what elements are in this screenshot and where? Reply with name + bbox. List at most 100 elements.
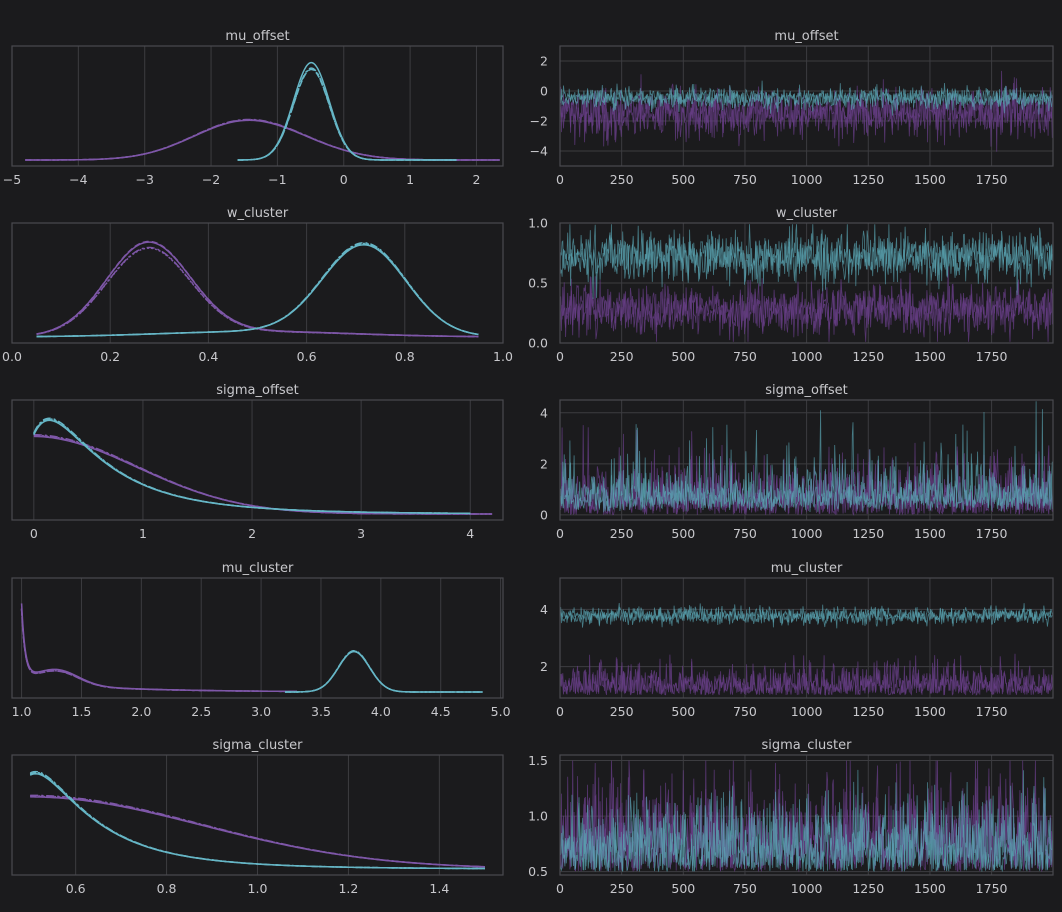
x-tick-label: 1.0 bbox=[12, 704, 32, 719]
x-tick-label: 1750 bbox=[976, 172, 1008, 187]
density-panel-0-frame bbox=[11, 45, 504, 167]
teal-density-line-chain-4 bbox=[33, 417, 471, 515]
trace-panel-4-frame bbox=[559, 754, 1054, 876]
teal-density-line-chain-4 bbox=[29, 770, 485, 870]
x-tick-label: 0.6 bbox=[66, 881, 86, 896]
teal-trace-line-chain-1 bbox=[559, 224, 1054, 300]
x-tick-label: 500 bbox=[671, 526, 695, 541]
x-tick-label: 1.0 bbox=[493, 349, 513, 364]
teal-density-line-chain-4 bbox=[285, 650, 483, 693]
purple-trace-line-chain-2 bbox=[559, 654, 1054, 696]
purple-density-line-chain-2 bbox=[25, 119, 500, 161]
purple-density-line-chain-1 bbox=[20, 603, 298, 693]
y-tick-label: 0 bbox=[540, 507, 548, 522]
y-tick-label: 2 bbox=[540, 54, 548, 69]
purple-density-line-chain-2 bbox=[33, 435, 493, 515]
x-tick-label: 1250 bbox=[852, 881, 884, 896]
density-panel-2: 0 1 2 3 4 bbox=[30, 400, 493, 541]
x-tick-label: 0.8 bbox=[395, 349, 415, 364]
x-tick-label: 1750 bbox=[976, 349, 1008, 364]
x-tick-label: 500 bbox=[671, 704, 695, 719]
x-tick-label: 1500 bbox=[914, 349, 946, 364]
trace-panel-0-title: mu_offset bbox=[774, 29, 838, 44]
y-tick-label: 2 bbox=[540, 456, 548, 471]
trace-panel-3-title: mu_cluster bbox=[771, 561, 843, 576]
density-panel-1-frame bbox=[11, 222, 504, 344]
x-tick-label: 1750 bbox=[976, 704, 1008, 719]
purple-density-line-chain-3 bbox=[33, 434, 493, 515]
x-tick-label: 3.5 bbox=[311, 704, 331, 719]
purple-density-line-chain-3 bbox=[20, 608, 298, 693]
purple-density-line-chain-3 bbox=[25, 118, 500, 161]
density-panel-4: 0.6 0.8 1.0 1.2 1.4 bbox=[29, 755, 485, 896]
x-tick-label: 500 bbox=[671, 881, 695, 896]
trace-panel-2-frame bbox=[559, 399, 1054, 521]
y-tick-label: 1.0 bbox=[528, 216, 548, 231]
x-tick-label: 3.0 bbox=[251, 704, 271, 719]
purple-density-line-chain-1 bbox=[33, 435, 493, 515]
density-panel-3-frame bbox=[11, 577, 504, 699]
x-tick-label: 1000 bbox=[791, 704, 823, 719]
x-tick-label: 4 bbox=[466, 526, 474, 541]
y-tick-label: −4 bbox=[530, 144, 548, 159]
trace-panel-1: 0 250 500 750 1000 1250 1500 1750 1.0 0.5 0.0 bbox=[528, 216, 1054, 364]
y-tick-label: 2 bbox=[540, 659, 548, 674]
purple-density-line-chain-2 bbox=[20, 609, 298, 693]
purple-trace-line-chain-2 bbox=[559, 70, 1054, 152]
purple-density-line-chain-4 bbox=[25, 118, 500, 161]
y-tick-label: 0.0 bbox=[528, 336, 548, 351]
density-panel-4-title: sigma_cluster bbox=[213, 738, 304, 753]
x-tick-label: 1250 bbox=[852, 349, 884, 364]
purple-density-line-chain-4 bbox=[33, 433, 493, 515]
x-tick-label: 1250 bbox=[852, 704, 884, 719]
x-tick-label: 1500 bbox=[914, 172, 946, 187]
y-tick-label: 0.5 bbox=[528, 276, 548, 291]
x-tick-label: 2 bbox=[472, 172, 480, 187]
x-tick-label: 1.5 bbox=[72, 704, 92, 719]
teal-density-line-chain-4 bbox=[237, 67, 457, 161]
purple-density-line-chain-3 bbox=[36, 247, 479, 338]
x-tick-label: 250 bbox=[610, 349, 634, 364]
x-tick-label: −5 bbox=[3, 172, 21, 187]
density-panel-1: 0.0 0.2 0.4 0.6 0.8 1.0 bbox=[2, 223, 513, 364]
x-tick-label: 0.8 bbox=[157, 881, 177, 896]
x-tick-label: 2.0 bbox=[131, 704, 151, 719]
purple-density-line-chain-4 bbox=[30, 794, 485, 868]
x-tick-label: 1750 bbox=[976, 526, 1008, 541]
y-tick-label: −2 bbox=[530, 114, 548, 129]
x-tick-label: 1250 bbox=[852, 526, 884, 541]
density-panel-2-title: sigma_offset bbox=[216, 383, 299, 398]
trace-panel-2: 0 250 500 750 1000 1250 1500 1750 4 2 0 bbox=[540, 400, 1054, 541]
x-tick-label: 750 bbox=[733, 526, 757, 541]
x-tick-label: −3 bbox=[135, 172, 153, 187]
x-tick-label: 4.5 bbox=[431, 704, 451, 719]
x-tick-label: 250 bbox=[610, 704, 634, 719]
trace-panel-3: 0 250 500 750 1000 1250 1500 1750 4 2 bbox=[540, 578, 1054, 719]
y-tick-label: 0 bbox=[540, 84, 548, 99]
y-tick-label: 4 bbox=[540, 405, 548, 420]
teal-density-line-chain-4 bbox=[36, 242, 479, 338]
density-panel-3: 1.0 1.5 2.0 2.5 3.0 3.5 4.0 4.5 5.0 bbox=[12, 578, 511, 719]
x-tick-label: 1000 bbox=[791, 526, 823, 541]
x-tick-label: 4.0 bbox=[371, 704, 391, 719]
x-tick-label: 750 bbox=[733, 172, 757, 187]
x-tick-label: 3 bbox=[357, 526, 365, 541]
x-tick-label: 0 bbox=[556, 704, 564, 719]
x-tick-label: 750 bbox=[733, 704, 757, 719]
x-tick-label: 0.0 bbox=[2, 349, 22, 364]
density-panel-0: −5 −4 −3 −2 −1 0 1 2 bbox=[3, 46, 500, 187]
x-tick-label: 1250 bbox=[852, 172, 884, 187]
x-tick-label: 1500 bbox=[914, 881, 946, 896]
y-tick-label: 4 bbox=[540, 602, 548, 617]
x-tick-label: 750 bbox=[733, 881, 757, 896]
x-tick-label: 1.2 bbox=[338, 881, 358, 896]
purple-density-line-chain-4 bbox=[36, 246, 479, 338]
purple-trace-line-chain-2 bbox=[559, 276, 1054, 342]
x-tick-label: 1.4 bbox=[429, 881, 449, 896]
purple-density-line-chain-1 bbox=[25, 119, 500, 161]
trace-panel-4-title: sigma_cluster bbox=[762, 738, 853, 753]
x-tick-label: 5.0 bbox=[491, 704, 511, 719]
x-tick-label: 1000 bbox=[791, 172, 823, 187]
teal-trace-line-chain-2 bbox=[559, 80, 1054, 115]
